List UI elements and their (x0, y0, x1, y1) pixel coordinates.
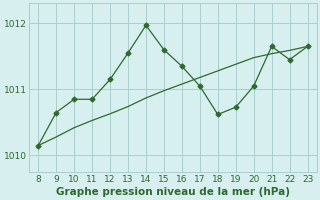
X-axis label: Graphe pression niveau de la mer (hPa): Graphe pression niveau de la mer (hPa) (56, 187, 290, 197)
